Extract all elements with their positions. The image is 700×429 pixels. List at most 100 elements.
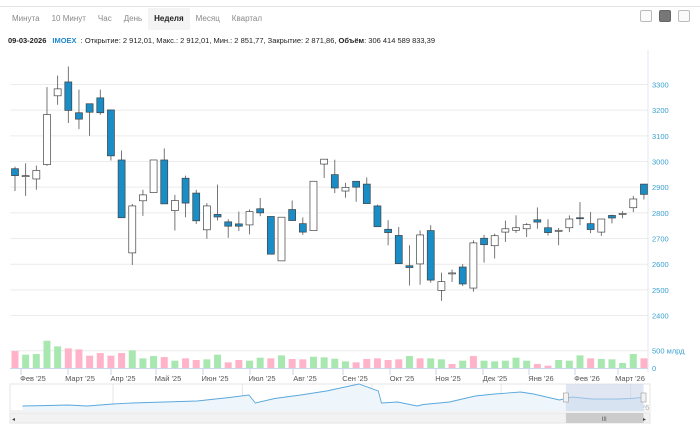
candle-body — [96, 97, 105, 114]
tab-minute[interactable]: Минута — [12, 14, 40, 23]
candle-body — [53, 88, 62, 97]
candlestick-chart-icon[interactable] — [659, 10, 671, 22]
navigator-selection[interactable] — [565, 384, 644, 411]
scroll-right-arrow-icon[interactable]: ▸ — [643, 417, 646, 423]
candle-body — [565, 218, 574, 229]
scrollbar-thumb[interactable] — [565, 413, 644, 423]
bar-chart-icon[interactable] — [678, 10, 690, 22]
candle-body — [309, 180, 318, 231]
candle-body — [373, 205, 382, 228]
y-tick-label: 2400 — [652, 312, 669, 321]
candle-body — [629, 198, 638, 209]
candle-body — [362, 183, 371, 204]
candle-body — [171, 200, 179, 211]
volume-bar — [533, 364, 541, 368]
line-chart-icon[interactable] — [640, 10, 652, 22]
candle-body — [576, 217, 584, 220]
x-tick-label: Авг '25 — [293, 374, 317, 383]
volume-bar — [491, 361, 499, 368]
volume-bar — [235, 360, 243, 368]
scroll-left-arrow-icon[interactable]: ◂ — [12, 417, 15, 423]
volume-bar — [608, 359, 616, 368]
tab-quarter[interactable]: Квартал — [231, 14, 263, 23]
scrollbar-track[interactable] — [9, 412, 651, 424]
volume-bar — [150, 356, 158, 368]
candle-body — [480, 237, 488, 246]
tab-10-minutes[interactable]: 10 Минут — [51, 14, 86, 23]
x-tick-label: Март '26 — [615, 374, 645, 383]
candle-body — [618, 213, 627, 215]
y-tick-label: 3300 — [652, 81, 669, 90]
y-tick-label: 2500 — [652, 286, 669, 295]
candle-body — [288, 209, 297, 221]
y-tick-label: 3200 — [652, 106, 669, 115]
volume-bar — [640, 358, 648, 368]
candle-body — [458, 266, 467, 285]
candle-body — [298, 223, 307, 233]
volume-bar — [64, 348, 72, 368]
top-divider — [0, 6, 700, 7]
volume-bar — [43, 340, 51, 368]
candle-body — [181, 177, 190, 204]
volume-bar — [160, 357, 168, 368]
tab-month[interactable]: Месяц — [195, 14, 220, 23]
volume-bar — [363, 359, 371, 368]
candle-body — [384, 228, 392, 233]
candle-body — [128, 205, 137, 254]
ohlc-text: Открытие: 2 912,01, Макс.: 2 912,01, Мин… — [84, 36, 339, 45]
volume-bar — [75, 349, 83, 368]
tab-week[interactable]: Неделя — [148, 8, 190, 30]
volume-bar — [576, 355, 584, 368]
volume-bar — [192, 360, 200, 368]
x-tick-label: Фев '25 — [20, 374, 46, 383]
candle-body — [330, 174, 339, 189]
volume-bar — [469, 356, 477, 368]
candle-body — [277, 216, 286, 262]
candle-body — [245, 211, 254, 226]
candle-body — [107, 109, 115, 157]
x-tick-label: Дек '25 — [483, 374, 507, 383]
candle-body — [117, 159, 126, 219]
candle-body — [597, 218, 606, 233]
volume-bar — [384, 360, 392, 368]
navigator-area — [22, 384, 644, 411]
candle-body — [586, 223, 595, 230]
chart-type-switcher — [640, 10, 690, 22]
quote-info: 09-03-2026 IMOEX : Открытие: 2 912,01, Ма… — [8, 36, 435, 45]
candle-body — [341, 187, 350, 192]
candle-body — [43, 114, 51, 165]
volume-bar — [587, 358, 595, 368]
candle-body — [64, 81, 73, 111]
candle-body — [235, 223, 243, 227]
volume-bar — [309, 356, 317, 368]
candle-body — [224, 221, 233, 227]
volume-bar — [597, 359, 605, 368]
volume-bar — [267, 358, 275, 368]
volume-bar — [96, 353, 104, 368]
tab-hour[interactable]: Час — [97, 14, 112, 23]
candle-body — [448, 272, 456, 275]
volume-bar — [512, 357, 520, 368]
candle-body — [352, 180, 360, 188]
volume-bar — [373, 358, 381, 368]
volume-bar — [139, 358, 147, 368]
volume-axis-label: 0 — [652, 364, 656, 373]
navigator-handle[interactable] — [640, 392, 647, 403]
navigator-handle[interactable] — [563, 392, 569, 403]
x-tick-label: Март '25 — [65, 374, 95, 383]
volume-bar — [544, 365, 552, 368]
volume-bar — [128, 350, 136, 368]
tab-day[interactable]: День — [123, 14, 143, 23]
y-tick-label: 3000 — [652, 158, 669, 167]
volume-bar — [86, 355, 94, 368]
volume-bar — [427, 358, 435, 368]
quote-date: 09-03-2026 — [8, 36, 47, 45]
volume-bar — [171, 360, 179, 368]
x-tick-label: Июн '25 — [201, 374, 228, 383]
candle-body — [85, 103, 94, 113]
volume-bar — [416, 358, 424, 368]
candle-body — [139, 194, 147, 202]
interval-tabs: Минута 10 Минут Час День Неделя Месяц Кв… — [6, 8, 268, 30]
candle-body — [75, 112, 83, 120]
